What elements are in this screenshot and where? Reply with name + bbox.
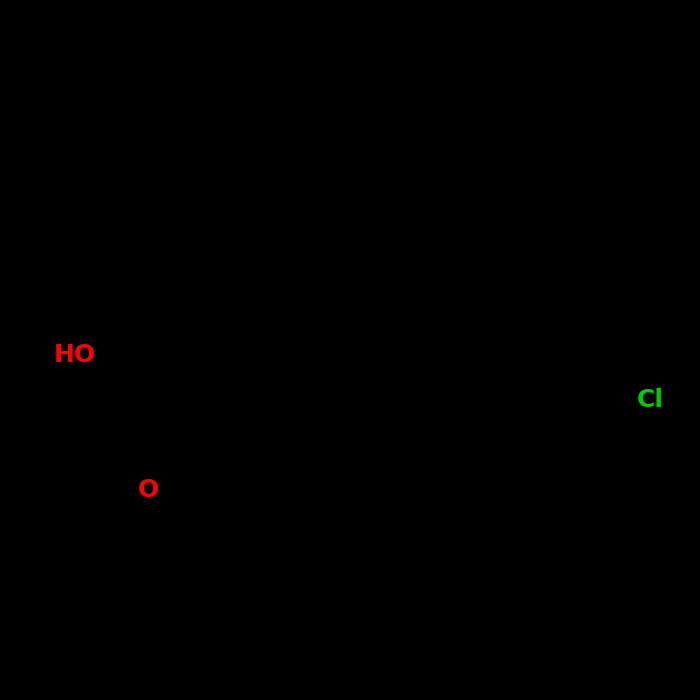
Text: HO: HO	[54, 343, 96, 367]
Text: O: O	[137, 478, 159, 502]
Text: Cl: Cl	[636, 388, 664, 412]
